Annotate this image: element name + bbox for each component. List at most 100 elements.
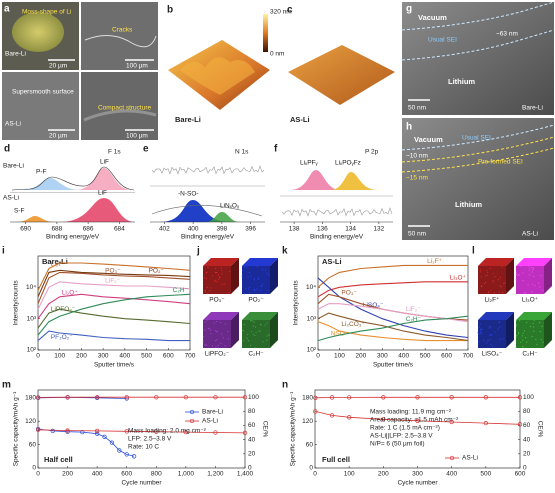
speckle — [256, 288, 258, 290]
speckle — [499, 326, 501, 328]
label: LiF₂⁻ — [105, 278, 121, 285]
marker — [102, 434, 107, 439]
speckle — [247, 276, 249, 278]
cube-top — [516, 312, 552, 320]
label: 20 — [523, 451, 531, 458]
speckle — [498, 321, 501, 323]
speckle — [202, 340, 204, 342]
label: 10² — [27, 347, 37, 354]
speckle — [214, 329, 216, 332]
label: j — [196, 246, 200, 257]
speckle — [480, 332, 482, 334]
label: 600 — [163, 353, 174, 360]
label: 800 — [151, 471, 162, 478]
series-line — [317, 321, 468, 342]
speckle — [254, 334, 256, 337]
plot-frame — [37, 389, 246, 469]
label: AS-Li — [322, 257, 342, 266]
speckle — [243, 265, 245, 268]
label: LiNₓOᵧ — [220, 203, 240, 210]
speckle — [504, 282, 506, 284]
sei-boundary — [401, 147, 555, 173]
marker — [242, 430, 248, 436]
speckle — [520, 341, 522, 343]
speckle — [207, 266, 209, 269]
speckle — [538, 322, 541, 324]
speckle — [479, 269, 482, 271]
speckle — [480, 330, 482, 333]
label: 500 — [420, 353, 431, 360]
label: Sputter time/s — [373, 362, 414, 369]
speckle — [224, 323, 226, 325]
label: 100 µm — [126, 133, 148, 140]
label: PO₂⁻ — [149, 268, 165, 275]
speckle — [533, 275, 535, 277]
speckle — [479, 271, 482, 273]
speckle — [227, 331, 229, 333]
speckle — [532, 322, 534, 324]
crack — [84, 35, 157, 48]
speckle — [215, 331, 217, 333]
speckle — [539, 286, 541, 288]
peak — [160, 200, 228, 222]
speckle — [497, 328, 499, 330]
marker — [415, 395, 420, 400]
speckle — [246, 337, 248, 340]
speckle — [251, 331, 253, 333]
label: AS-Li — [3, 195, 19, 202]
cube-top — [203, 312, 239, 320]
speckle — [494, 331, 496, 333]
cube-top — [478, 312, 514, 320]
label: 60 — [306, 441, 314, 448]
marker — [94, 428, 100, 434]
marker — [124, 429, 129, 434]
label: PO₃⁻ — [341, 289, 357, 296]
speckle — [257, 278, 260, 280]
speckle — [220, 342, 222, 344]
sei-boundary — [401, 1, 555, 31]
peak — [290, 170, 340, 190]
speckle — [206, 287, 208, 289]
speckle — [215, 267, 217, 270]
label: LiₓPFᵧ — [300, 160, 318, 167]
marker — [517, 422, 523, 427]
speckle — [221, 273, 223, 275]
speckle — [481, 285, 483, 287]
speckle — [526, 321, 528, 324]
speckle — [540, 275, 542, 277]
label: AS-Li — [290, 115, 310, 124]
label: LiPFO₂⁻ — [205, 351, 230, 358]
label: Binding energy/eV — [310, 234, 364, 241]
marker — [154, 395, 159, 400]
speckle — [204, 321, 206, 323]
speckle — [210, 333, 212, 335]
marker — [94, 395, 100, 400]
speckle — [248, 286, 251, 289]
speckle — [214, 280, 216, 283]
speckle — [204, 329, 206, 331]
series-line — [317, 281, 468, 298]
speckle — [259, 289, 262, 291]
peak — [15, 216, 55, 222]
label: 180 — [25, 395, 36, 402]
label: C₂H⁻ — [248, 351, 264, 358]
label: 684 — [114, 226, 125, 233]
speckle — [502, 338, 504, 340]
label: ~10 nm — [406, 153, 428, 160]
speckle — [258, 330, 260, 332]
marker — [50, 428, 55, 434]
speckle — [531, 290, 533, 293]
label: 400 — [92, 471, 103, 478]
speckle — [253, 279, 255, 281]
speckle — [222, 337, 224, 339]
label: 80 — [523, 408, 531, 415]
speckle — [252, 320, 254, 322]
speckle — [208, 327, 211, 329]
label: 0 — [248, 465, 252, 472]
label: Moss-shape of Li — [22, 9, 72, 16]
label: 10² — [307, 347, 317, 354]
cube-top — [478, 258, 514, 266]
speckle — [489, 267, 491, 270]
label: Li₂O⁺ — [62, 289, 79, 296]
speckle — [221, 269, 223, 272]
